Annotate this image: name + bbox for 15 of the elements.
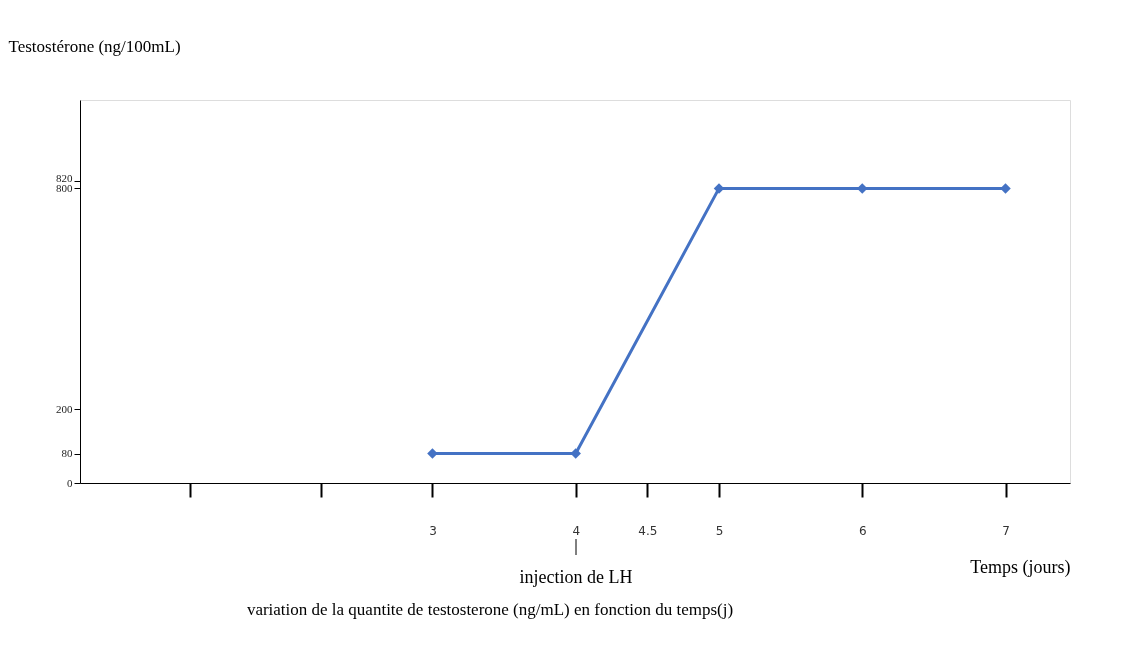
y-tick-label: 200 — [56, 402, 73, 415]
y-tick-label: 0 — [67, 476, 73, 489]
text: variation de la quantite de testosterone (ng/mL) en fonction du temps(j) — [246, 600, 734, 619]
x-tick-label: 7 — [1002, 523, 1010, 538]
y-axis-title: Testostérone (ng/100mL) — [8, 36, 181, 56]
y-tick-label: 80 — [61, 447, 73, 460]
x-axis-title: Temps (jours) — [970, 556, 1071, 578]
y-tick-label: 800 — [56, 181, 73, 194]
y-tick-label: 820 — [56, 171, 73, 184]
x-tick-label: 3 — [429, 523, 437, 538]
x-tick-label: 4.5 — [638, 523, 658, 538]
x-tick-label: 5 — [715, 523, 724, 538]
text: injection de LH — [519, 567, 633, 587]
x-tick-label: 6 — [858, 523, 867, 538]
x-tick-label: 4 — [572, 523, 581, 538]
